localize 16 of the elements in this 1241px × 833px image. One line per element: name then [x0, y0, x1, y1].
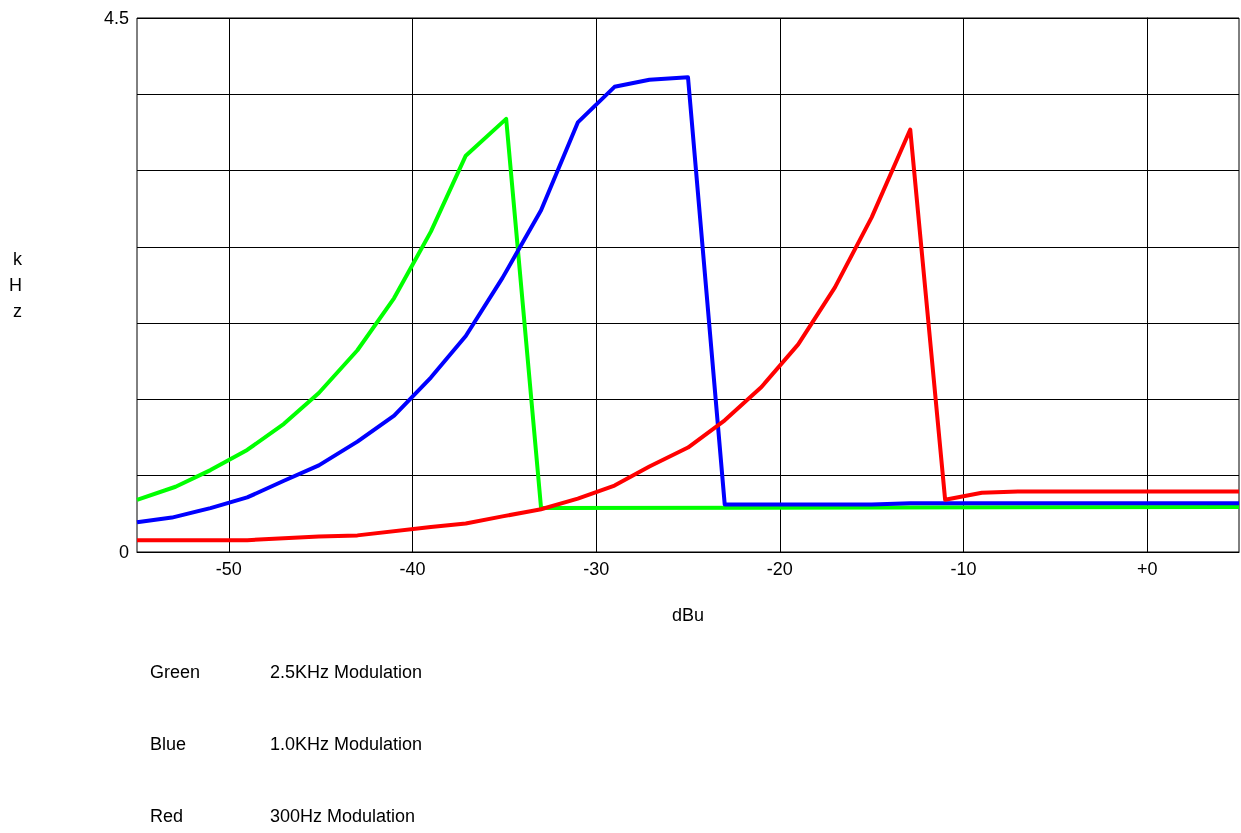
y-axis-title: kHz — [9, 249, 23, 321]
text: 2.5KHz Modulation — [270, 662, 423, 682]
text: Blue — [150, 734, 187, 754]
x-tick-label: -30 — [583, 559, 610, 579]
x-tick-label: -20 — [766, 559, 793, 579]
text: 1.0KHz Modulation — [270, 734, 423, 754]
text: Red — [150, 806, 184, 826]
x-tick-label: -50 — [215, 559, 242, 579]
x-axis-title: dBu — [671, 605, 705, 625]
text: 300Hz Modulation — [270, 806, 416, 826]
x-tick-label: -10 — [950, 559, 977, 579]
text: Green — [150, 662, 201, 682]
y-tick-label: 0 — [118, 542, 129, 562]
y-tick-label: 4.5 — [103, 8, 129, 28]
x-tick-label: -40 — [399, 559, 426, 579]
x-tick-label: +0 — [1136, 559, 1158, 579]
